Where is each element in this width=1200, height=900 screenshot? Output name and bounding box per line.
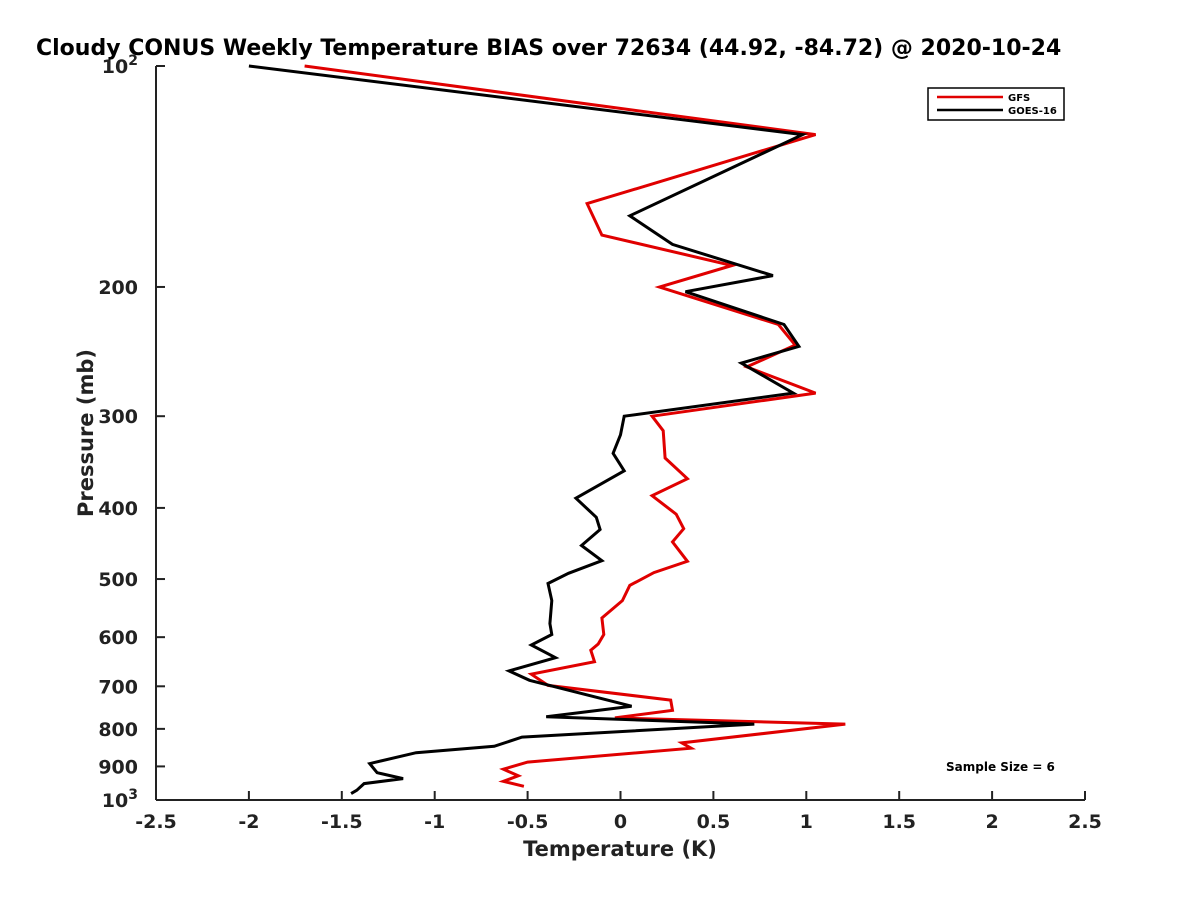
- x-tick-label: -2.5: [135, 811, 177, 833]
- legend-box: [927, 87, 1065, 121]
- y-ticks: 102 200 300 400 500 600 700 800 900 103: [98, 53, 165, 812]
- y-tick-label: 500: [98, 569, 138, 591]
- x-tick-label: 2: [985, 811, 998, 833]
- y-tick-label: 400: [98, 498, 138, 520]
- y-tick-label: 900: [98, 756, 138, 778]
- legend: GFS GOES-16: [927, 87, 1065, 121]
- x-tick-label: -1.5: [321, 811, 363, 833]
- x-axis-label: Temperature (K): [523, 837, 717, 861]
- series-line-goes16: [248, 64, 808, 795]
- series-layer: [248, 64, 846, 795]
- x-tick-label: -2: [238, 811, 259, 833]
- legend-label-gfs: GFS: [1008, 93, 1030, 104]
- x-tick-label: -1: [424, 811, 445, 833]
- x-ticks: -2.5 -2 -1.5 -1 -0.5 0 0.5 1 1.5 2 2.5: [135, 791, 1102, 833]
- sample-size-annotation: Sample Size = 6: [946, 760, 1055, 774]
- y-tick-label: 103: [102, 787, 138, 812]
- y-tick-label: 800: [98, 719, 138, 741]
- series-line-gfs: [304, 64, 846, 788]
- y-tick-label: 200: [98, 277, 138, 299]
- x-tick-label: -0.5: [507, 811, 549, 833]
- x-tick-label: 2.5: [1068, 811, 1102, 833]
- chart-title: Cloudy CONUS Weekly Temperature BIAS ove…: [36, 36, 1061, 61]
- x-tick-label: 1: [800, 811, 813, 833]
- x-tick-label: 1.5: [882, 811, 916, 833]
- y-axis-label: Pressure (mb): [74, 349, 98, 517]
- y-tick-label: 300: [98, 406, 138, 428]
- y-tick-label: 700: [98, 676, 138, 698]
- x-tick-label: 0.5: [697, 811, 731, 833]
- x-tick-label: 0: [614, 811, 627, 833]
- y-tick-label: 600: [98, 627, 138, 649]
- legend-label-goes16: GOES-16: [1008, 106, 1057, 117]
- y-tick-label: 102: [102, 53, 138, 78]
